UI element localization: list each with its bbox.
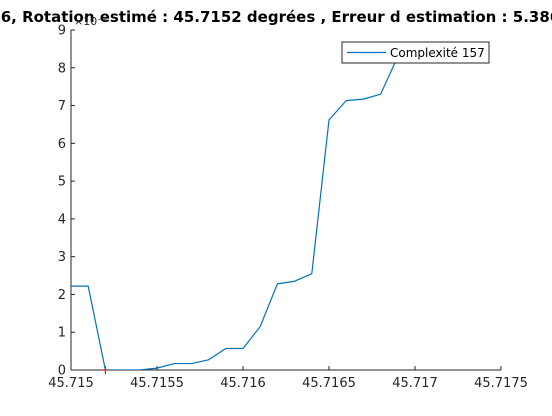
x-tick-label: 45.7155 bbox=[130, 376, 184, 391]
y-tick-label: 1 bbox=[58, 326, 66, 341]
y-tick-label: 8 bbox=[58, 61, 66, 76]
chart-title: s6, Rotation estimé : 45.7152 degrées , … bbox=[0, 8, 552, 26]
y-tick-label: 3 bbox=[58, 250, 66, 265]
legend: Complexité 157 bbox=[341, 41, 490, 64]
legend-box bbox=[341, 41, 490, 64]
y-tick-label: 5 bbox=[58, 175, 66, 190]
y-tick-label: 4 bbox=[58, 212, 66, 227]
axes: 45.715 45.7155 45.716 45.7165 45.717 45.7175 0… bbox=[48, 24, 528, 392]
y-tick-label: 7 bbox=[58, 99, 66, 114]
series-line-complexite-157 bbox=[71, 48, 416, 370]
legend-series-label: Complexité 157 bbox=[390, 46, 485, 60]
y-tick-label: 6 bbox=[58, 137, 66, 152]
x-tick-label: 45.716 bbox=[220, 376, 266, 391]
y-tick-label: 9 bbox=[58, 24, 66, 39]
y-tick-label: 2 bbox=[58, 288, 66, 303]
x-tick-label: 45.7165 bbox=[302, 376, 356, 391]
x-tick-label: 45.717 bbox=[392, 376, 438, 391]
y-tick-label: 0 bbox=[58, 364, 66, 379]
y-exponent-label: ×10⁻⁸ bbox=[74, 15, 108, 28]
plot-area bbox=[71, 48, 416, 370]
x-tick-label: 45.715 bbox=[48, 376, 94, 391]
x-tick-label: 45.7175 bbox=[474, 376, 528, 391]
